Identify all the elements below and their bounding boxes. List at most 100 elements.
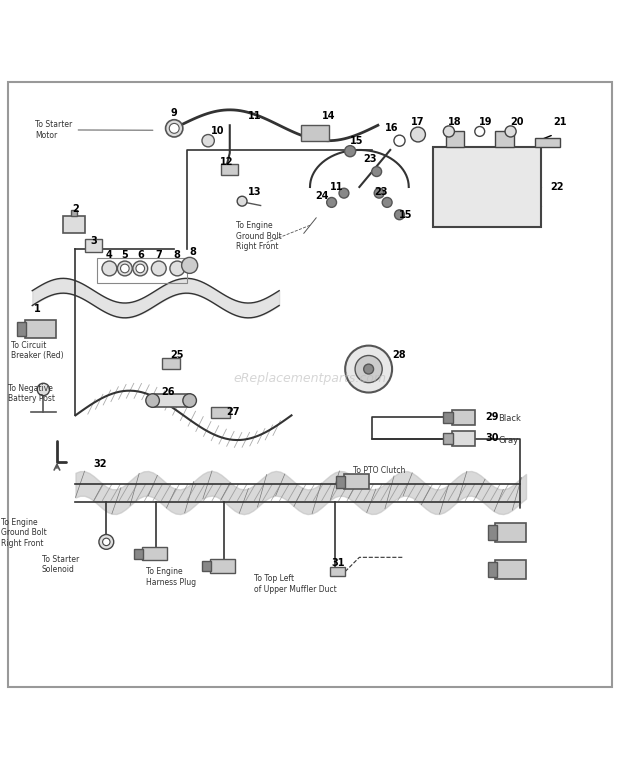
Bar bbox=[452, 410, 476, 424]
Bar bbox=[488, 525, 497, 540]
Text: To Negative
Battery Post: To Negative Battery Post bbox=[7, 384, 55, 404]
Bar bbox=[446, 131, 464, 147]
Text: To Engine
Ground Bolt
Right Front: To Engine Ground Bolt Right Front bbox=[236, 221, 281, 251]
Circle shape bbox=[364, 365, 374, 374]
Circle shape bbox=[374, 188, 384, 198]
Bar bbox=[330, 567, 345, 576]
Circle shape bbox=[182, 258, 198, 274]
Bar bbox=[142, 547, 167, 561]
Circle shape bbox=[117, 261, 132, 276]
Circle shape bbox=[345, 145, 356, 157]
Circle shape bbox=[443, 126, 454, 137]
Circle shape bbox=[146, 394, 159, 408]
Bar bbox=[495, 561, 526, 579]
Circle shape bbox=[475, 127, 485, 136]
Bar bbox=[344, 474, 369, 489]
Bar bbox=[443, 411, 453, 423]
Bar bbox=[301, 125, 329, 141]
Bar bbox=[433, 147, 541, 227]
Text: 4: 4 bbox=[106, 250, 113, 260]
Bar bbox=[488, 562, 497, 577]
Text: 31: 31 bbox=[331, 558, 345, 568]
Text: 15: 15 bbox=[399, 210, 412, 220]
Circle shape bbox=[394, 135, 405, 146]
Circle shape bbox=[102, 261, 117, 276]
Text: To Circuit
Breaker (Red): To Circuit Breaker (Red) bbox=[11, 341, 63, 360]
Text: To Engine
Ground Bolt
Right Front: To Engine Ground Bolt Right Front bbox=[1, 518, 47, 548]
Circle shape bbox=[133, 261, 148, 276]
Text: 16: 16 bbox=[386, 123, 399, 133]
Text: Black: Black bbox=[498, 414, 521, 423]
Bar bbox=[221, 164, 238, 175]
Circle shape bbox=[339, 188, 349, 198]
Text: To Starter
Solenoid: To Starter Solenoid bbox=[42, 555, 79, 574]
Bar bbox=[443, 433, 453, 444]
Bar bbox=[495, 524, 526, 542]
Text: 13: 13 bbox=[248, 187, 261, 197]
Text: To Top Left
of Upper Muffler Duct: To Top Left of Upper Muffler Duct bbox=[254, 574, 337, 594]
Text: 23: 23 bbox=[374, 187, 388, 197]
Circle shape bbox=[410, 127, 425, 142]
Bar bbox=[97, 258, 187, 283]
Text: 20: 20 bbox=[510, 117, 523, 127]
Text: 6: 6 bbox=[137, 250, 144, 260]
Bar bbox=[153, 394, 190, 408]
Text: To Engine
Harness Plug: To Engine Harness Plug bbox=[146, 568, 197, 587]
Text: 28: 28 bbox=[392, 350, 406, 360]
Text: 22: 22 bbox=[550, 182, 564, 192]
Text: 10: 10 bbox=[211, 126, 224, 136]
Circle shape bbox=[237, 196, 247, 206]
Text: Gray: Gray bbox=[498, 435, 518, 444]
Text: 23: 23 bbox=[364, 155, 377, 165]
Circle shape bbox=[327, 198, 337, 208]
Bar bbox=[535, 138, 560, 147]
Bar bbox=[17, 321, 26, 336]
Text: 3: 3 bbox=[91, 236, 97, 246]
Text: To Starter
Motor: To Starter Motor bbox=[35, 120, 153, 140]
Text: 19: 19 bbox=[479, 117, 493, 127]
Text: To PTO Clutch: To PTO Clutch bbox=[353, 467, 405, 475]
Circle shape bbox=[394, 210, 404, 220]
Text: 29: 29 bbox=[485, 411, 499, 421]
Circle shape bbox=[170, 261, 185, 276]
Text: 18: 18 bbox=[448, 117, 462, 127]
Bar bbox=[495, 131, 514, 147]
Circle shape bbox=[202, 135, 215, 147]
Bar bbox=[71, 210, 78, 216]
Text: 5: 5 bbox=[122, 250, 128, 260]
Text: 12: 12 bbox=[220, 158, 233, 168]
Bar bbox=[336, 476, 345, 488]
Text: 8: 8 bbox=[189, 247, 196, 257]
Text: 15: 15 bbox=[350, 135, 363, 145]
Bar bbox=[25, 320, 56, 338]
Bar bbox=[211, 408, 230, 418]
Circle shape bbox=[37, 383, 50, 395]
Text: 17: 17 bbox=[411, 117, 425, 127]
Bar bbox=[63, 216, 85, 233]
Text: 32: 32 bbox=[94, 458, 107, 468]
Text: 25: 25 bbox=[170, 350, 184, 360]
Circle shape bbox=[505, 126, 516, 137]
Text: 2: 2 bbox=[72, 204, 79, 214]
Bar bbox=[85, 239, 102, 251]
Circle shape bbox=[372, 167, 381, 177]
Circle shape bbox=[169, 123, 179, 133]
Text: 11: 11 bbox=[248, 111, 261, 121]
Text: 7: 7 bbox=[156, 250, 162, 260]
Circle shape bbox=[151, 261, 166, 276]
Text: 1: 1 bbox=[34, 305, 40, 315]
Bar bbox=[210, 559, 235, 573]
Text: 11: 11 bbox=[330, 182, 343, 192]
Text: 24: 24 bbox=[316, 191, 329, 201]
Text: 14: 14 bbox=[322, 111, 335, 121]
Circle shape bbox=[166, 120, 183, 137]
Text: 8: 8 bbox=[174, 250, 181, 260]
Text: 26: 26 bbox=[161, 387, 175, 397]
Bar bbox=[202, 561, 211, 571]
Circle shape bbox=[382, 198, 392, 208]
Text: 9: 9 bbox=[171, 108, 177, 118]
Circle shape bbox=[103, 538, 110, 545]
Bar bbox=[162, 358, 180, 369]
Circle shape bbox=[355, 355, 382, 383]
Circle shape bbox=[120, 264, 129, 273]
